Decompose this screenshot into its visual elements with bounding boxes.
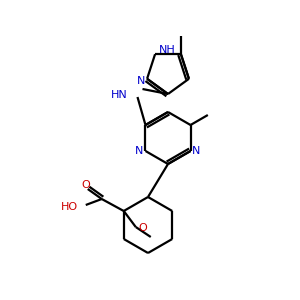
Text: O: O bbox=[81, 180, 90, 190]
Text: N: N bbox=[135, 146, 144, 156]
Text: NH: NH bbox=[159, 45, 176, 55]
Text: O: O bbox=[139, 223, 148, 233]
Text: N: N bbox=[192, 146, 201, 156]
Text: N: N bbox=[137, 76, 145, 86]
Text: HN: HN bbox=[111, 90, 128, 100]
Text: HO: HO bbox=[61, 202, 78, 212]
